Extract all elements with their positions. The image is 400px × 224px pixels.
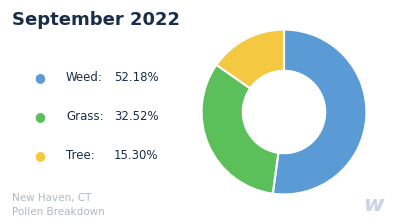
Text: w: w (364, 195, 384, 215)
Wedge shape (273, 30, 366, 194)
Text: ●: ● (34, 149, 46, 162)
Text: ●: ● (34, 71, 46, 84)
Text: September 2022: September 2022 (12, 11, 180, 29)
Wedge shape (216, 30, 284, 88)
Text: Tree:: Tree: (66, 149, 95, 162)
Text: Grass:: Grass: (66, 110, 104, 123)
Text: 52.18%: 52.18% (114, 71, 159, 84)
Text: New Haven, CT
Pollen Breakdown: New Haven, CT Pollen Breakdown (12, 193, 105, 217)
Text: ●: ● (34, 110, 46, 123)
Text: 15.30%: 15.30% (114, 149, 158, 162)
Text: 32.52%: 32.52% (114, 110, 159, 123)
Text: Weed:: Weed: (66, 71, 103, 84)
Wedge shape (202, 65, 278, 194)
